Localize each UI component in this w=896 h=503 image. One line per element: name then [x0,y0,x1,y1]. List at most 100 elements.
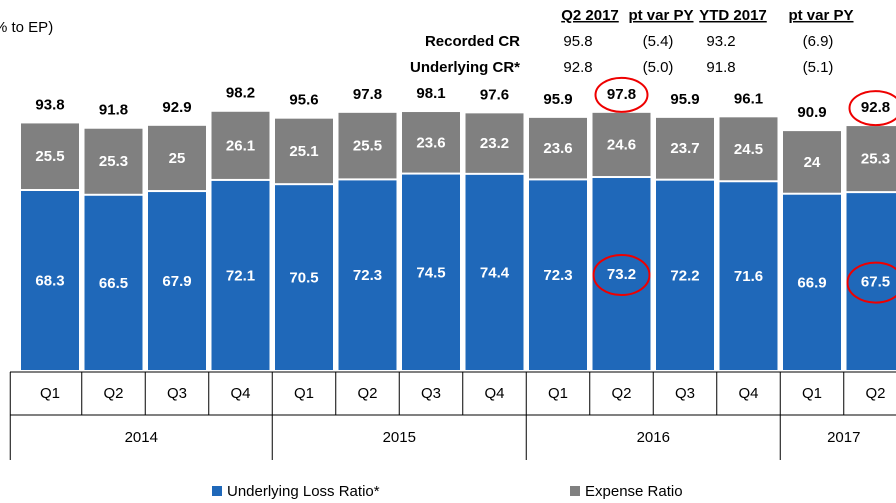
legend-swatch [212,486,222,496]
highlight-circle [848,90,896,127]
bar-segment [148,125,206,191]
total-label: 90.9 [797,104,826,121]
x-tick-label: Q1 [294,385,314,402]
row-label: Underlying CR* [410,59,520,76]
table-cell: (5.0) [643,59,674,76]
data-label: 23.7 [670,140,699,157]
bar-segment [592,112,651,177]
total-label: 96.1 [734,90,763,107]
bar-segment [275,118,333,184]
data-label: 25.5 [35,148,64,165]
bar-segment [84,195,143,370]
data-label: 26.1 [226,137,255,154]
bar-segment [148,192,206,370]
data-label: 25.5 [353,138,382,155]
table-cell: (5.4) [643,33,674,50]
group-label: 2016 [637,429,670,446]
bar-segment [275,185,333,370]
bar-segment [719,117,778,181]
x-tick-label: Q1 [802,385,822,402]
data-label: 73.2 [607,266,636,283]
highlight-circle [592,254,651,297]
data-label: 25.1 [289,143,318,160]
bar-segment [338,112,397,179]
total-label: 95.9 [670,91,699,108]
x-tick-label: Q4 [738,385,758,402]
bar-segment [21,191,79,370]
x-tick-label: Q1 [40,385,60,402]
total-label: 97.8 [607,86,636,103]
bar-segment [402,112,460,173]
x-tick-label: Q4 [230,385,250,402]
table-header: Q2 2017 [561,7,619,24]
table-header: pt var PY [628,7,693,24]
data-label: 70.5 [289,270,318,287]
data-label: 25.3 [99,153,128,170]
x-tick-label: Q2 [865,385,885,402]
data-label: 24.5 [734,141,763,158]
total-label: 93.8 [35,96,64,113]
data-label: 68.3 [35,272,64,289]
data-label: 71.6 [734,268,763,285]
table-cell: (5.1) [803,59,834,76]
group-label: 2014 [125,429,158,446]
x-tick-label: Q3 [675,385,695,402]
data-label: 72.3 [543,267,572,284]
chart-title: % to EP) [0,19,53,36]
table-cell: 91.8 [706,59,735,76]
group-label: 2017 [827,429,860,446]
bar-segment [783,194,841,370]
data-label: 66.9 [797,274,826,291]
table-cell: 95.8 [563,33,592,50]
x-tick-label: Q3 [167,385,187,402]
legend-swatch [570,486,580,496]
bar-segment [338,180,397,370]
data-label: 74.4 [480,264,510,281]
bar-segment [465,113,524,173]
table-cell: (6.9) [803,33,834,50]
data-label: 23.6 [543,140,572,157]
table-header: pt var PY [788,7,853,24]
x-tick-label: Q2 [357,385,377,402]
legend-label: Underlying Loss Ratio* [227,483,380,500]
bar-segment [846,126,896,192]
total-label: 95.9 [543,91,572,108]
data-label: 72.3 [353,267,382,284]
x-tick-label: Q2 [103,385,123,402]
x-tick-label: Q4 [484,385,504,402]
bar-segment [211,180,270,370]
data-label: 67.5 [861,274,890,291]
data-label: 72.1 [226,267,255,284]
x-tick-label: Q2 [611,385,631,402]
bar-segment [211,111,270,179]
table-cell: 93.2 [706,33,735,50]
data-label: 66.5 [99,275,128,292]
data-label: 23.6 [416,134,445,151]
bar-segment [402,174,460,370]
highlight-circle [846,261,896,304]
data-label: 24 [804,154,821,171]
x-tick-label: Q3 [421,385,441,402]
data-label: 74.5 [416,264,445,281]
bar-segment [529,117,587,179]
total-label: 98.2 [226,85,255,102]
data-label: 67.9 [162,273,191,290]
data-label: 23.2 [480,135,509,152]
bar-segment [846,193,896,370]
data-label: 25 [169,150,186,167]
table-header: YTD 2017 [699,7,767,24]
x-tick-label: Q1 [548,385,568,402]
row-label: Recorded CR [425,33,520,50]
data-label: 72.2 [670,267,699,284]
legend-label: Expense Ratio [585,483,683,500]
bar-segment [84,128,143,194]
bar-segment [21,123,79,190]
bar-segment [656,180,714,370]
total-label: 92.9 [162,99,191,116]
bar-segment [592,178,651,370]
group-label: 2015 [383,429,416,446]
data-label: 24.6 [607,136,636,153]
bar-segment [719,182,778,370]
total-label: 97.8 [353,86,382,103]
